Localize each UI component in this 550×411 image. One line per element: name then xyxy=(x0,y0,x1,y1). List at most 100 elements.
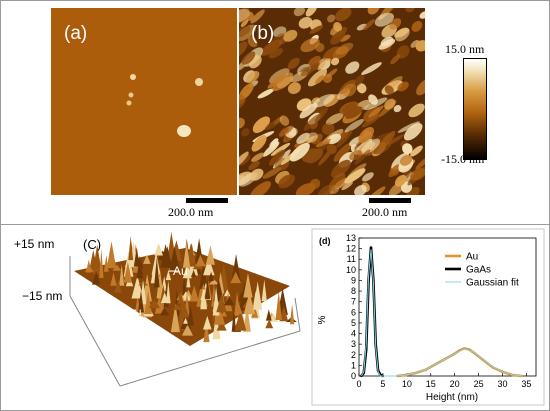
afm-b-grain xyxy=(251,135,267,152)
surface-peak xyxy=(196,254,205,266)
afm-b-grain xyxy=(241,128,250,137)
afm-b-grain xyxy=(251,152,265,162)
afm-b-grain xyxy=(257,88,275,99)
afm-b-grain xyxy=(341,181,353,191)
chart-legend-label: GaAs xyxy=(466,265,491,276)
afm-b-grain xyxy=(279,115,290,126)
afm-a-particle xyxy=(126,100,132,106)
afm-b-grain xyxy=(380,36,394,47)
afm-b-grain xyxy=(245,71,260,84)
surface-peak xyxy=(170,303,180,333)
afm-b-grain xyxy=(384,98,396,110)
scalebar-a xyxy=(186,198,228,203)
surface-peak xyxy=(243,304,251,332)
afm-b-grain xyxy=(262,167,282,179)
scalebar-a-label: 200.0 nm xyxy=(168,205,214,219)
afm-b-grain xyxy=(269,68,290,84)
surface-peak xyxy=(89,249,98,269)
afm-b-grain xyxy=(300,38,320,53)
chart-x-tick-label: 35 xyxy=(521,379,531,389)
afm-b-grain xyxy=(309,25,324,34)
afm-b-grain xyxy=(353,74,365,87)
height-colorbar xyxy=(463,58,487,160)
afm-b-grain xyxy=(345,106,363,119)
afm-b-grain xyxy=(395,27,410,42)
afm-b-grain xyxy=(397,121,420,133)
chart-x-tick-label: 10 xyxy=(402,379,412,389)
afm-b-grain xyxy=(315,138,332,148)
afm-image-a-surface xyxy=(51,8,237,195)
chart-y-tick-label: 4 xyxy=(351,329,356,339)
chart-y-tick-label: 10 xyxy=(346,265,356,275)
surface-peak xyxy=(110,272,117,286)
afm-b-grain xyxy=(250,181,271,195)
chart-series-line-2 xyxy=(360,249,522,377)
afm-b-grain xyxy=(241,51,256,65)
afm-b-grain xyxy=(354,184,367,195)
afm-b-grain xyxy=(368,105,384,118)
afm-b-grain xyxy=(249,168,264,181)
afm-a-particle xyxy=(177,125,191,137)
surface-peak xyxy=(191,269,196,277)
surface-z-top-label: +15 nm xyxy=(14,237,55,251)
height-distribution-chart: (d) % Height (nm) 0 1 2 3 4 5 6 7 8 9 10 11 12 13 0 5 10… xyxy=(311,228,545,406)
afm-b-grain xyxy=(330,30,346,45)
afm-b-grain xyxy=(315,75,325,84)
afm-b-grain xyxy=(308,55,321,67)
surface-peak xyxy=(154,257,160,288)
afm-b-grain xyxy=(322,122,335,135)
panel-a-label: (a) xyxy=(64,23,88,44)
afm-b-grain xyxy=(269,140,279,150)
afm-b-grain xyxy=(356,23,368,31)
chart-x-axis-label: Height (nm) xyxy=(426,392,478,403)
chart-x-tick-label: 5 xyxy=(380,379,385,389)
surface-y-axis xyxy=(119,330,301,387)
scalebar-b-label: 200.0 nm xyxy=(362,205,408,219)
figure-divider xyxy=(0,224,550,225)
surface-peak xyxy=(208,271,214,281)
surface-peak xyxy=(205,245,215,265)
surface-peak xyxy=(289,304,295,325)
surface-peak xyxy=(165,270,172,281)
afm-b-grain xyxy=(360,138,381,155)
surface-peak xyxy=(128,235,134,261)
surface-peak xyxy=(243,292,256,315)
chart-y-tick-label: 11 xyxy=(347,254,356,264)
afm-b-grain xyxy=(356,83,367,94)
afm-b-grain xyxy=(330,57,340,66)
colorbar-min-label: -15.0 nm xyxy=(441,152,485,166)
afm-b-grain xyxy=(303,113,322,131)
afm-b-grain xyxy=(317,58,331,71)
surface-peak xyxy=(172,303,183,310)
chart-y-axis-label: % xyxy=(317,315,328,324)
chart-legend-label: Au xyxy=(466,252,478,263)
surface-peak xyxy=(253,281,263,310)
afm-b-grain xyxy=(410,145,423,157)
chart-y-tick-label: 2 xyxy=(351,350,356,360)
surface-peak xyxy=(208,279,220,285)
afm-b-grain xyxy=(394,174,407,187)
afm-b-grain xyxy=(239,94,245,106)
surface-peak xyxy=(204,278,211,300)
afm-b-grain xyxy=(403,123,423,141)
surface-peak xyxy=(251,304,259,318)
afm-b-grain xyxy=(250,9,265,24)
surface-peak xyxy=(221,309,227,317)
surface-peak xyxy=(182,241,191,268)
surface-peak xyxy=(148,298,161,309)
chart-y-tick-label: 8 xyxy=(351,286,356,296)
surface-peak xyxy=(265,319,274,329)
surface-peak xyxy=(133,247,140,267)
afm-b-grain xyxy=(239,151,249,168)
surface-peak xyxy=(92,271,101,285)
chart-panel-label: (d) xyxy=(319,236,331,246)
surface-peak xyxy=(233,301,243,315)
surface-peak xyxy=(119,264,125,286)
surface-peak xyxy=(150,268,156,284)
afm-b-grain xyxy=(408,103,425,118)
surface-peak xyxy=(234,308,247,331)
afm-b-grain xyxy=(239,26,251,38)
afm-b-grain xyxy=(419,11,425,19)
surface-peak xyxy=(99,248,104,278)
